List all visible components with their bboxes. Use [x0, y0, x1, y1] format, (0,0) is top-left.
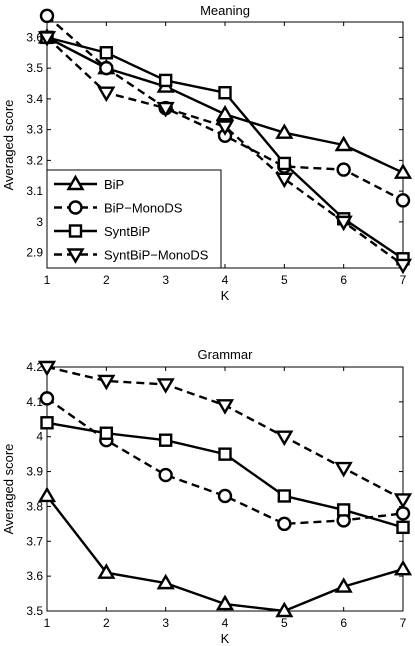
y-tick-label: 3	[36, 215, 43, 229]
x-tick-label: 7	[400, 273, 407, 287]
data-point-0	[334, 577, 353, 593]
y-tick-label: 3.7	[26, 534, 43, 548]
y-tick-label: 4	[36, 430, 43, 444]
y-tick-label: 3.9	[26, 465, 43, 479]
legend-marker-3	[66, 248, 85, 264]
x-tick-label: 4	[222, 273, 229, 287]
data-point-2	[99, 46, 114, 60]
data-point-3	[334, 461, 353, 478]
data-point-0	[37, 486, 57, 503]
legend-marker-0	[66, 174, 85, 191]
x-tick-label: 6	[340, 273, 347, 287]
x-tick-label: 4	[222, 616, 229, 630]
y-tick-label: 3.6	[26, 569, 43, 583]
data-point-3	[215, 399, 235, 415]
y-tick-label: 3.1	[26, 184, 43, 198]
grammar-chart: 1 2 3 4 5 6 7 3.5 3.6 3.7 3.8 3.9 4 4.1 4.2 Grammar K Ave…	[1, 347, 413, 646]
x-tick-label: 2	[103, 616, 110, 630]
data-point-3	[275, 172, 294, 189]
legend-label-3: SyntBiP−MonoDS	[104, 248, 209, 263]
data-point-0	[215, 594, 235, 611]
data-point-0	[97, 563, 116, 579]
data-point-1	[277, 516, 292, 532]
data-point-3	[37, 360, 57, 377]
data-point-0	[393, 163, 413, 179]
x-tick-label: 5	[281, 616, 288, 630]
x-axis-label: K	[221, 288, 230, 303]
data-point-2	[396, 520, 410, 535]
data-point-3	[393, 493, 413, 509]
y-tick-label: 3.4	[26, 92, 43, 106]
chart-title: Meaning	[200, 3, 250, 18]
x-tick-label: 3	[162, 616, 169, 630]
x-tick-label: 6	[340, 616, 347, 630]
meaning-chart: 1 2 3 4 5 6 7 2.9 3 3.1 3.2 3.3 3.4 3.5 3.6 Meaning K Ave…	[1, 3, 413, 303]
legend-label-0: BiP	[104, 177, 124, 192]
data-point-0	[275, 123, 294, 139]
y-axis-label: Averaged score	[1, 100, 16, 191]
x-axis-label: K	[221, 631, 230, 646]
data-point-1	[158, 467, 173, 483]
y-tick-label: 2.9	[26, 246, 43, 260]
y-tick-label: 3.2	[26, 153, 43, 167]
x-tick-label: 7	[400, 616, 407, 630]
data-point-2	[40, 416, 54, 430]
y-tick-label: 3.5	[26, 604, 43, 618]
data-point-2	[158, 73, 173, 88]
data-point-2	[218, 447, 232, 461]
legend-label-2: SyntBiP	[104, 224, 150, 239]
data-point-3	[334, 215, 353, 232]
legend-marker-1	[68, 200, 83, 215]
x-tick-label: 5	[281, 273, 288, 287]
data-point-0	[275, 601, 294, 618]
y-axis-label: Averaged score	[1, 444, 16, 535]
data-point-3	[215, 120, 235, 136]
data-point-3	[37, 31, 57, 47]
data-point-0	[334, 135, 353, 152]
data-point-2	[158, 433, 173, 447]
data-point-2	[218, 86, 232, 100]
y-tick-label: 3.6	[26, 30, 43, 44]
data-point-3	[156, 378, 175, 394]
data-point-3	[97, 86, 116, 103]
data-point-0	[215, 104, 235, 121]
data-point-1	[39, 391, 55, 406]
data-point-3	[97, 374, 116, 391]
data-point-2	[99, 426, 114, 440]
data-point-2	[277, 489, 292, 503]
y-tick-label: 3.3	[26, 123, 43, 137]
x-tick-label: 1	[44, 273, 51, 287]
data-point-3	[393, 258, 413, 275]
y-tick-label: 3.5	[26, 61, 43, 75]
y-tick-label: 4.1	[26, 395, 43, 409]
data-point-1	[99, 60, 114, 76]
data-point-1	[395, 193, 411, 208]
data-point-0	[156, 573, 175, 590]
data-point-3	[156, 101, 175, 118]
data-point-2	[336, 503, 351, 517]
data-point-0	[393, 559, 413, 576]
data-point-1	[336, 162, 351, 177]
data-point-2	[277, 156, 292, 171]
chart-title: Grammar	[198, 347, 254, 362]
data-point-3	[275, 430, 294, 447]
y-tick-label: 4.2	[26, 360, 43, 374]
x-tick-label: 1	[44, 616, 51, 630]
data-point-1	[39, 8, 55, 24]
x-tick-label: 3	[162, 273, 169, 287]
data-point-1	[217, 488, 233, 504]
legend-label-1: BiP−MonoDS	[104, 201, 183, 216]
legend-marker-2	[68, 224, 83, 238]
y-tick-label: 3.8	[26, 499, 43, 513]
x-tick-label: 2	[103, 273, 110, 287]
data-point-1	[395, 506, 411, 521]
